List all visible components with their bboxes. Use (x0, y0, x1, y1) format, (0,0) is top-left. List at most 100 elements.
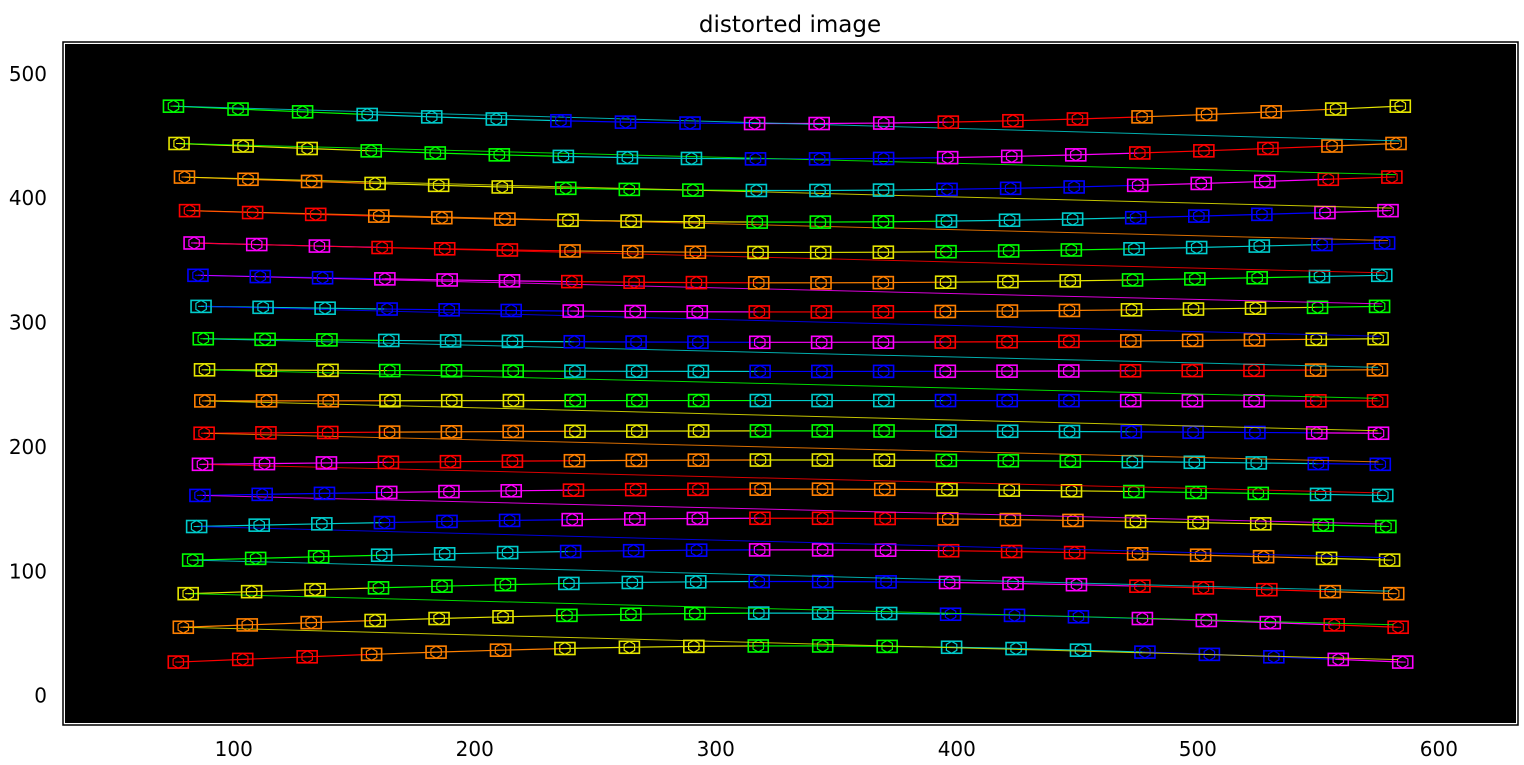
grid-point-marker (313, 486, 336, 501)
grid-point-marker (367, 581, 390, 595)
grid-point-marker (687, 335, 709, 350)
grid-point-marker (296, 141, 318, 156)
grid-point-marker (811, 424, 834, 438)
grid-point-marker (1066, 112, 1089, 126)
grid-point-marker (498, 513, 521, 528)
grid-point-marker (561, 512, 583, 527)
grid-point-marker (748, 335, 771, 350)
grid-point-marker (937, 115, 960, 129)
grid-point-marker (564, 364, 586, 378)
grid-point-marker (687, 482, 709, 497)
grid-point-marker (1192, 581, 1215, 595)
grid-point-marker (173, 170, 196, 184)
grid-point-marker (562, 483, 585, 497)
grid-point-marker (873, 424, 895, 438)
grid-point-marker (999, 181, 1022, 196)
grid-point-marker (1062, 513, 1084, 528)
grid-point-marker (1305, 394, 1327, 408)
grid-point-marker (255, 363, 278, 377)
grid-point-marker (1059, 274, 1082, 288)
x-tick-label: 100 (215, 737, 253, 761)
grid-point-marker (494, 212, 516, 226)
grid-point-marker (428, 611, 450, 626)
grid-point-marker (494, 577, 517, 592)
grid-point-marker (749, 511, 771, 526)
grid-point-marker (1181, 333, 1204, 348)
grid-point-marker (167, 655, 190, 669)
grid-point-marker (438, 303, 460, 317)
grid-point-marker (747, 276, 770, 290)
grid-point-marker (1181, 393, 1204, 408)
grid-point-marker (317, 393, 340, 408)
grid-return-line (192, 559, 1390, 592)
plot-frame (62, 41, 1519, 726)
grid-point-marker (1324, 102, 1347, 116)
grid-point-marker (1387, 620, 1409, 635)
grid-point-marker (189, 488, 211, 503)
grid-point-marker (1005, 641, 1027, 656)
grid-point-marker (373, 515, 396, 530)
grid-point-marker (625, 335, 647, 349)
grid-point-marker (502, 393, 525, 408)
grid-point-marker (811, 482, 834, 496)
grid-point-marker (191, 457, 214, 472)
grid-return-line (202, 463, 1381, 494)
grid-point-marker (872, 364, 895, 379)
grid-point-marker (1121, 273, 1144, 287)
grid-point-marker (440, 425, 463, 439)
grid-point-marker (614, 115, 637, 129)
grid-point-marker (997, 274, 1019, 289)
grid-point-marker (680, 151, 703, 166)
grid-point-marker (747, 245, 769, 260)
grid-point-marker (377, 333, 400, 348)
grid-point-marker (1246, 270, 1268, 285)
grid-point-marker (622, 543, 645, 558)
grid-point-marker (1185, 485, 1207, 500)
grid-point-marker (997, 244, 1020, 258)
grid-point-marker (687, 453, 710, 467)
grid-point-marker (937, 543, 960, 558)
grid-point-marker (625, 364, 648, 379)
grid-point-marker (872, 304, 895, 319)
grid-point-marker (749, 424, 772, 438)
grid-point-marker (502, 364, 524, 378)
grid-point-marker (684, 245, 707, 259)
grid-point-marker (1327, 652, 1350, 667)
grid-point-marker (872, 151, 895, 166)
grid-point-marker (1058, 303, 1081, 318)
grid-point-marker (162, 99, 185, 113)
grid-point-marker (248, 518, 271, 532)
grid-point-marker (378, 425, 401, 439)
grid-point-marker (624, 482, 647, 497)
grid-point-marker (371, 240, 393, 255)
grid-point-marker (1257, 141, 1279, 156)
grid-point-marker (1119, 364, 1142, 378)
grid-point-marker (810, 335, 833, 350)
grid-point-marker (872, 214, 895, 229)
grid-point-marker (997, 453, 1020, 468)
grid-point-marker (616, 150, 639, 165)
grid-point-marker (684, 575, 707, 589)
y-tick-label: 500 (9, 62, 47, 86)
grid-point-marker (500, 483, 523, 498)
grid-point-marker (244, 551, 267, 566)
grid-point-marker (498, 274, 521, 288)
grid-point-marker (936, 512, 959, 526)
grid-point-marker (1244, 425, 1266, 440)
grid-point-marker (1243, 393, 1265, 408)
grid-point-marker (304, 207, 327, 222)
grid-point-marker (1315, 551, 1338, 566)
grid-point-marker (376, 302, 398, 316)
grid-point-marker (1126, 178, 1149, 193)
grid-point-marker (559, 244, 581, 258)
grid-point-marker (1193, 144, 1215, 158)
grid-point-marker (1064, 148, 1087, 162)
grid-point-marker (1244, 301, 1267, 316)
grid-point-marker (939, 607, 962, 622)
grid-point-marker (364, 176, 386, 191)
grid-point-marker (300, 174, 323, 189)
grid-point-marker (237, 172, 259, 187)
y-tick-label: 100 (9, 559, 47, 583)
grid-point-marker (808, 152, 831, 166)
